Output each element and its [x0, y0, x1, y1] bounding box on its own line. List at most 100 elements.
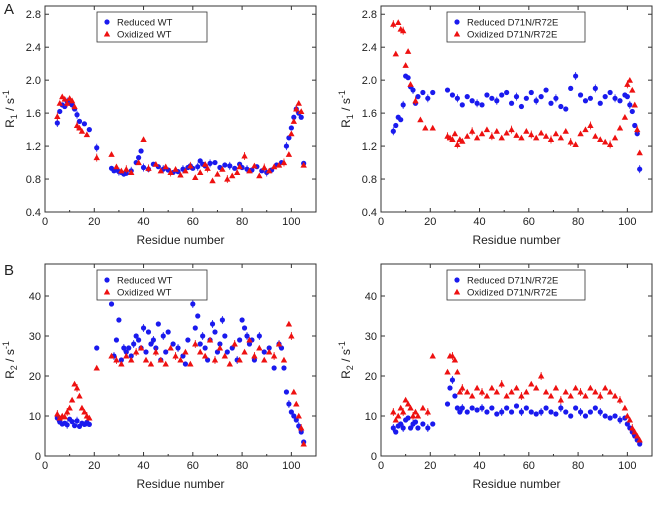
data-point — [93, 154, 100, 161]
data-point — [246, 167, 253, 174]
data-point — [397, 404, 404, 411]
legend-label: Reduced D71N/R72E — [467, 18, 558, 29]
chart-r2-wt: 0 20 40 60 80 100 0 10 20 30 40 Residue number R2 / … — [1, 263, 317, 491]
data-point — [54, 120, 60, 126]
data-point — [429, 124, 436, 131]
data-point — [483, 126, 491, 133]
data-point — [424, 408, 432, 415]
data-point — [202, 345, 208, 351]
data-point — [246, 341, 253, 347]
data-point — [407, 404, 414, 411]
data-point — [629, 424, 636, 431]
data-point — [398, 117, 404, 123]
data-point — [409, 412, 417, 419]
legend-label: Oxidized WT — [117, 288, 172, 299]
data-point — [410, 87, 416, 93]
data-point — [400, 102, 406, 108]
data-point — [523, 388, 530, 395]
data-point — [78, 404, 86, 411]
y-label-base: R — [3, 370, 17, 379]
x-tick-label: 100 — [282, 216, 300, 228]
data-point — [118, 360, 125, 367]
data-point — [606, 388, 614, 395]
data-point — [412, 97, 419, 104]
data-point — [528, 409, 534, 415]
y-tick-label: 2.4 — [362, 42, 377, 54]
data-point — [94, 145, 100, 151]
data-point — [271, 365, 277, 371]
data-point — [251, 162, 258, 169]
data-point — [548, 409, 554, 415]
data-point — [256, 172, 263, 179]
x-axis-label: Residue number — [136, 477, 224, 491]
data-point — [454, 95, 460, 101]
data-point — [113, 337, 120, 343]
data-point — [573, 73, 579, 79]
data-point — [390, 425, 396, 431]
data-point — [601, 384, 609, 391]
data-point — [454, 405, 460, 411]
data-point — [629, 86, 636, 93]
data-point — [597, 409, 603, 415]
data-point — [420, 89, 426, 96]
data-point — [224, 175, 231, 182]
data-point — [634, 432, 641, 439]
data-point — [392, 416, 399, 423]
data-point — [217, 341, 223, 347]
data-point — [182, 348, 189, 355]
data-point — [513, 132, 520, 138]
data-point — [508, 100, 515, 106]
data-point — [528, 131, 535, 138]
legend-label: Oxidized D71N/R72E — [467, 30, 557, 41]
data-point — [558, 405, 564, 411]
data-point — [558, 103, 564, 110]
data-point — [457, 409, 463, 415]
data-point — [54, 410, 61, 417]
data-point — [469, 405, 475, 411]
series-oxidized — [390, 19, 643, 156]
data-point — [629, 108, 635, 115]
data-point — [132, 348, 140, 355]
data-point — [415, 94, 421, 100]
data-point — [484, 92, 490, 98]
data-point — [128, 353, 134, 359]
data-point — [626, 416, 634, 423]
x-tick-label: 20 — [424, 460, 436, 472]
data-point — [246, 336, 253, 343]
data-point — [197, 341, 203, 347]
data-point — [587, 384, 594, 391]
data-point — [592, 388, 599, 395]
data-point — [474, 407, 480, 413]
data-point — [489, 405, 495, 411]
data-point — [414, 412, 422, 419]
data-point — [142, 356, 150, 363]
data-point — [150, 337, 156, 343]
data-point — [508, 388, 515, 395]
data-point — [143, 349, 149, 355]
data-point — [537, 129, 545, 136]
data-point — [572, 141, 579, 147]
data-point — [86, 127, 92, 133]
data-point — [131, 341, 137, 347]
data-point — [444, 368, 451, 375]
data-point — [162, 360, 169, 367]
data-point — [244, 333, 250, 339]
legend-marker — [453, 288, 461, 295]
data-point — [488, 384, 496, 391]
data-point — [295, 100, 302, 106]
data-point — [473, 134, 481, 141]
data-point — [108, 151, 115, 157]
data-point — [241, 152, 248, 159]
data-point — [288, 130, 295, 137]
data-point — [412, 419, 419, 425]
legend-box — [446, 269, 586, 301]
data-point — [474, 100, 480, 106]
data-point — [494, 411, 500, 417]
data-point — [405, 75, 411, 81]
data-point — [233, 169, 241, 176]
chart-r1-wt: 0 20 40 60 80 100 0.4 0.8 1.2 1.6 2.0 2.4 2.8 Residue… — [1, 5, 317, 247]
data-point — [616, 396, 624, 403]
data-point — [468, 392, 476, 399]
data-point — [577, 92, 584, 98]
data-point — [63, 408, 71, 415]
